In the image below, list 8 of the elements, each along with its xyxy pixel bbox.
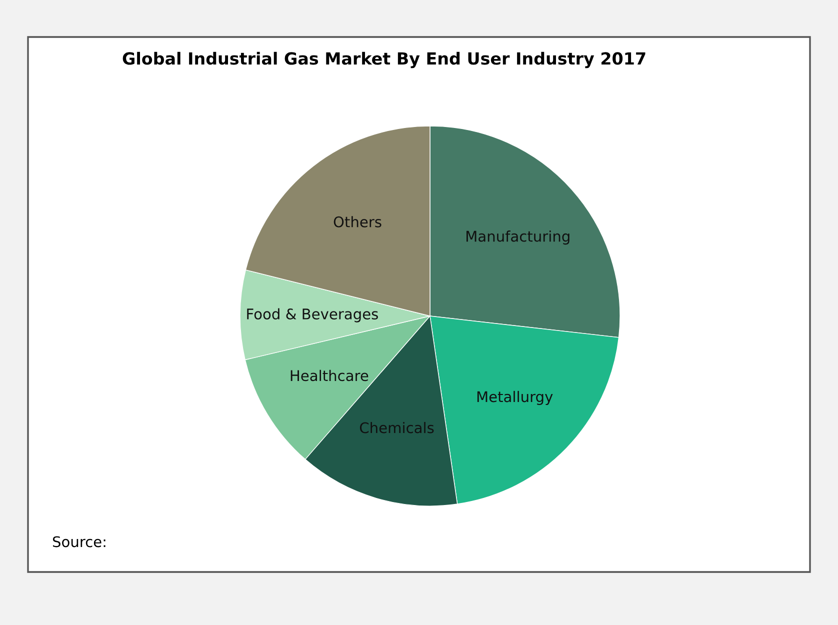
source-note: Source: <box>52 536 106 548</box>
chart-title: Global Industrial Gas Market By End User Industry 2017 <box>122 52 646 68</box>
slice-label: Food & Beverages <box>247 308 378 322</box>
slice-label: Manufacturing <box>466 230 570 245</box>
slice-label: Others <box>334 216 382 228</box>
slice-label: Chemicals <box>360 422 434 434</box>
slice-label: Metallurgy <box>477 390 553 406</box>
slice-label: Healthcare <box>290 370 368 382</box>
